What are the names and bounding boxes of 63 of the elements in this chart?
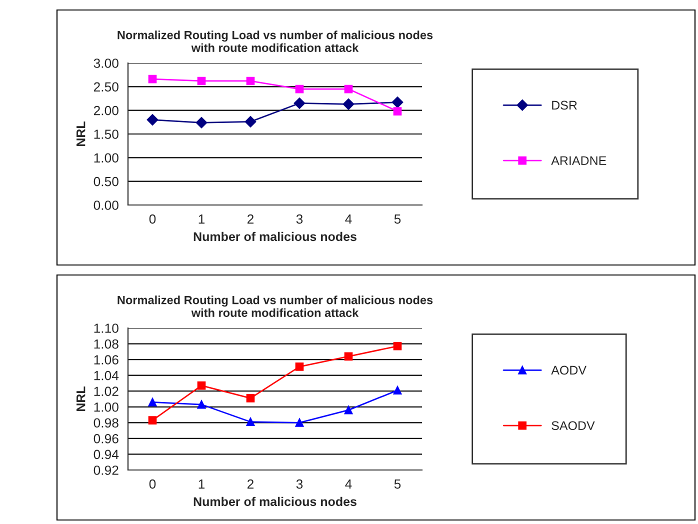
point	[246, 418, 255, 426]
point	[393, 107, 402, 116]
y-tick-label: 0.94	[94, 450, 119, 460]
chart-title: Normalized Routing Load vs number of malicious nodes with route modification attack	[118, 296, 433, 318]
x-tick-label: 1	[198, 480, 205, 489]
y-tick-label: 0.50	[94, 176, 118, 186]
y-tick-label: 0.92	[94, 466, 118, 475]
y-axis-title: NRL	[76, 122, 86, 146]
y-tick-label: 0.00	[94, 200, 118, 210]
x-tick-label: 0	[149, 214, 156, 224]
point	[246, 394, 255, 402]
legend-label: SAODV	[552, 421, 595, 430]
y-tick-label: 1.10	[94, 324, 118, 333]
x-tick-label: 3	[296, 479, 303, 489]
point	[344, 84, 353, 94]
point	[146, 114, 158, 126]
point	[295, 84, 304, 94]
point	[393, 342, 402, 350]
point	[197, 76, 206, 86]
point	[393, 386, 402, 394]
point	[344, 406, 353, 414]
point	[148, 416, 157, 424]
point	[294, 98, 306, 109]
point	[295, 418, 304, 427]
y-tick-label: 2.00	[94, 106, 118, 116]
x-tick-label: 2	[247, 214, 254, 224]
x-tick-label: 4	[345, 480, 352, 489]
legend-label: AODV	[551, 366, 586, 375]
y-tick-label: 1.50	[94, 130, 118, 139]
x-tick-label: 1	[198, 214, 205, 224]
y-tick-label: 3.00	[94, 58, 118, 68]
y-tick-label: 1.08	[94, 339, 118, 349]
x-axis-title: Number of malicious nodes	[194, 496, 356, 506]
x-axis-title: Number of malicious nodes	[194, 232, 356, 242]
point	[246, 76, 255, 86]
point	[197, 381, 206, 390]
legend-label: DSR	[552, 100, 577, 110]
y-tick-label: 0.98	[94, 418, 118, 428]
x-tick-label: 4	[345, 214, 352, 224]
point	[197, 400, 206, 409]
y-tick-label: 1.06	[94, 355, 118, 364]
y-tick-label: 1.02	[94, 386, 118, 396]
point	[244, 116, 256, 128]
point	[148, 74, 157, 84]
x-tick-label: 0	[149, 479, 156, 489]
point	[392, 96, 404, 108]
y-tick-label: 0.96	[94, 434, 118, 444]
point	[295, 362, 304, 371]
x-tick-label: 3	[296, 214, 303, 224]
y-tick-label: 1.00	[94, 153, 118, 163]
y-tick-label: 1.04	[94, 370, 119, 380]
chart-title: Normalized Routing Load vs number of malicious nodes with route modification attack	[118, 30, 433, 52]
legend-label: ARIADNE	[551, 156, 606, 165]
point	[344, 352, 353, 361]
y-tick-label: 1.00	[94, 402, 118, 412]
x-tick-label: 5	[394, 480, 401, 489]
y-axis-title: NRL	[76, 386, 86, 412]
x-tick-label: 5	[394, 214, 401, 224]
point	[342, 98, 354, 110]
point	[196, 117, 208, 128]
y-tick-label: 2.50	[94, 82, 118, 92]
x-tick-label: 2	[247, 479, 254, 489]
point	[148, 398, 157, 406]
